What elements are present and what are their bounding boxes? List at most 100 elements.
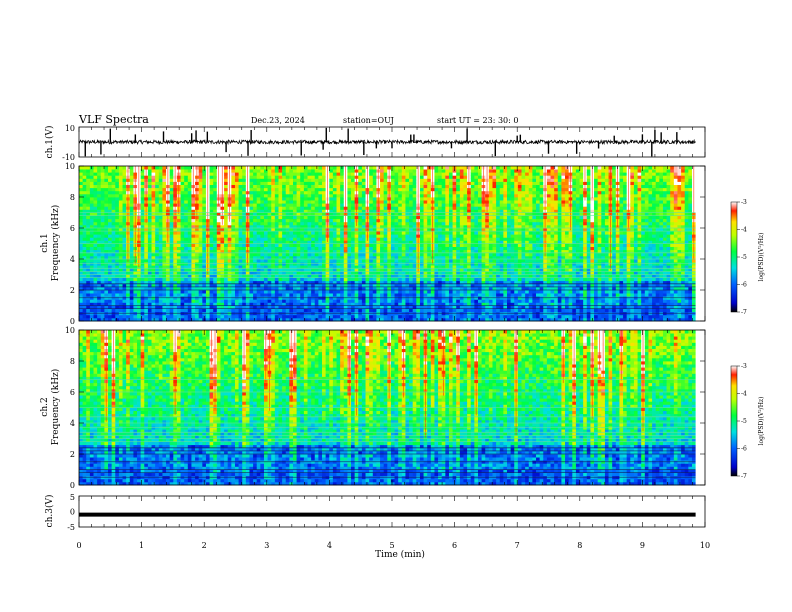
heatmap-cell xyxy=(234,280,239,285)
heatmap-cell xyxy=(383,240,388,244)
heatmap-cell xyxy=(372,246,377,251)
heatmap-cell xyxy=(256,259,261,263)
heatmap-cell xyxy=(293,169,298,173)
heatmap-cell xyxy=(213,234,218,238)
heatmap-cell xyxy=(111,234,116,238)
heatmap-cell xyxy=(329,308,334,313)
heatmap-cell xyxy=(278,215,283,220)
heatmap-cell xyxy=(256,290,261,294)
heatmap-cell xyxy=(380,280,385,285)
heatmap-cell xyxy=(336,221,341,226)
heatmap-cell xyxy=(314,274,319,278)
heatmap-cell xyxy=(97,314,102,319)
heatmap-cell xyxy=(162,178,167,182)
heatmap-cell xyxy=(158,169,163,173)
heatmap-cell xyxy=(238,314,243,319)
heatmap-cell xyxy=(354,317,359,322)
heatmap-cell xyxy=(332,197,337,201)
heatmap-cell xyxy=(97,305,102,309)
heatmap-cell xyxy=(227,314,232,319)
heatmap-cell xyxy=(86,293,91,297)
heatmap-cell xyxy=(224,187,229,192)
heatmap-cell xyxy=(398,308,403,313)
heatmap-cell xyxy=(300,190,305,195)
heatmap-cell xyxy=(293,249,298,254)
heatmap-cell xyxy=(224,209,229,213)
heatmap-cell xyxy=(358,265,363,269)
heatmap-cell xyxy=(245,277,250,282)
heatmap-cell xyxy=(372,215,377,220)
heatmap-cell xyxy=(245,299,250,303)
heatmap-cell xyxy=(311,265,316,269)
heatmap-cell xyxy=(278,252,283,257)
heatmap-cell xyxy=(260,172,265,176)
heatmap-cell xyxy=(184,228,189,232)
heatmap-cell xyxy=(162,209,167,213)
heatmap-cell xyxy=(209,252,214,257)
heatmap-cell xyxy=(256,193,261,198)
heatmap-cell xyxy=(256,178,261,182)
heatmap-cell xyxy=(213,302,218,306)
heatmap-cell xyxy=(79,308,84,313)
heatmap-cell xyxy=(256,277,261,282)
heatmap-cell xyxy=(271,190,276,195)
heatmap-cell xyxy=(263,178,269,182)
heatmap-cell xyxy=(249,290,254,294)
heatmap-cell xyxy=(227,299,232,303)
heatmap-cell xyxy=(296,246,301,251)
heatmap-cell xyxy=(260,221,265,226)
heatmap-cell xyxy=(347,305,352,309)
heatmap-cell xyxy=(336,228,341,232)
heatmap-cell xyxy=(231,206,236,210)
heatmap-cell xyxy=(347,172,352,176)
heatmap-cell xyxy=(336,290,341,294)
heatmap-cell xyxy=(387,280,392,285)
heatmap-cell xyxy=(293,200,298,204)
heatmap-cell xyxy=(140,259,145,263)
heatmap-cell xyxy=(311,277,316,282)
heatmap-cell xyxy=(372,283,377,288)
heatmap-cell xyxy=(383,172,388,176)
heatmap-cell xyxy=(184,193,189,198)
heatmap-cell xyxy=(289,206,294,210)
heatmap-cell xyxy=(216,252,221,257)
heatmap-cell xyxy=(162,193,167,198)
heatmap-cell xyxy=(209,280,214,285)
heatmap-cell xyxy=(249,175,254,179)
heatmap-cell xyxy=(111,268,116,272)
heatmap-cell xyxy=(238,221,243,226)
heatmap-cell xyxy=(100,314,105,319)
heatmap-cell xyxy=(380,231,385,235)
heatmap-cell xyxy=(86,181,91,185)
heatmap-cell xyxy=(260,252,265,257)
heatmap-cell xyxy=(115,293,120,297)
heatmap-cell xyxy=(162,268,167,272)
heatmap-cell xyxy=(180,224,185,229)
heatmap-cell xyxy=(151,293,156,297)
heatmap-cell xyxy=(176,271,181,275)
heatmap-cell xyxy=(365,302,370,306)
heatmap-cell xyxy=(336,190,341,195)
heatmap-cell xyxy=(409,178,414,182)
heatmap-cell xyxy=(278,237,283,241)
heatmap-cell xyxy=(267,293,272,297)
heatmap-cell xyxy=(213,181,218,185)
heatmap-cell xyxy=(108,249,113,254)
heatmap-cell xyxy=(191,271,196,275)
heatmap-cell xyxy=(173,308,178,313)
heatmap-cell xyxy=(358,246,363,251)
heatmap-cell xyxy=(274,243,279,247)
heatmap-cell xyxy=(158,265,163,269)
heatmap-cell xyxy=(314,252,319,257)
heatmap-cell xyxy=(129,166,134,170)
heatmap-cell xyxy=(129,243,134,247)
heatmap-cell xyxy=(318,293,323,297)
heatmap-cell xyxy=(100,302,105,306)
heatmap-cell xyxy=(329,265,334,269)
heatmap-cell xyxy=(405,193,410,198)
heatmap-cell xyxy=(372,178,377,182)
heatmap-cell xyxy=(285,265,290,269)
heatmap-cell xyxy=(423,190,428,195)
heatmap-cell xyxy=(322,184,327,189)
heatmap-cell xyxy=(311,302,316,306)
